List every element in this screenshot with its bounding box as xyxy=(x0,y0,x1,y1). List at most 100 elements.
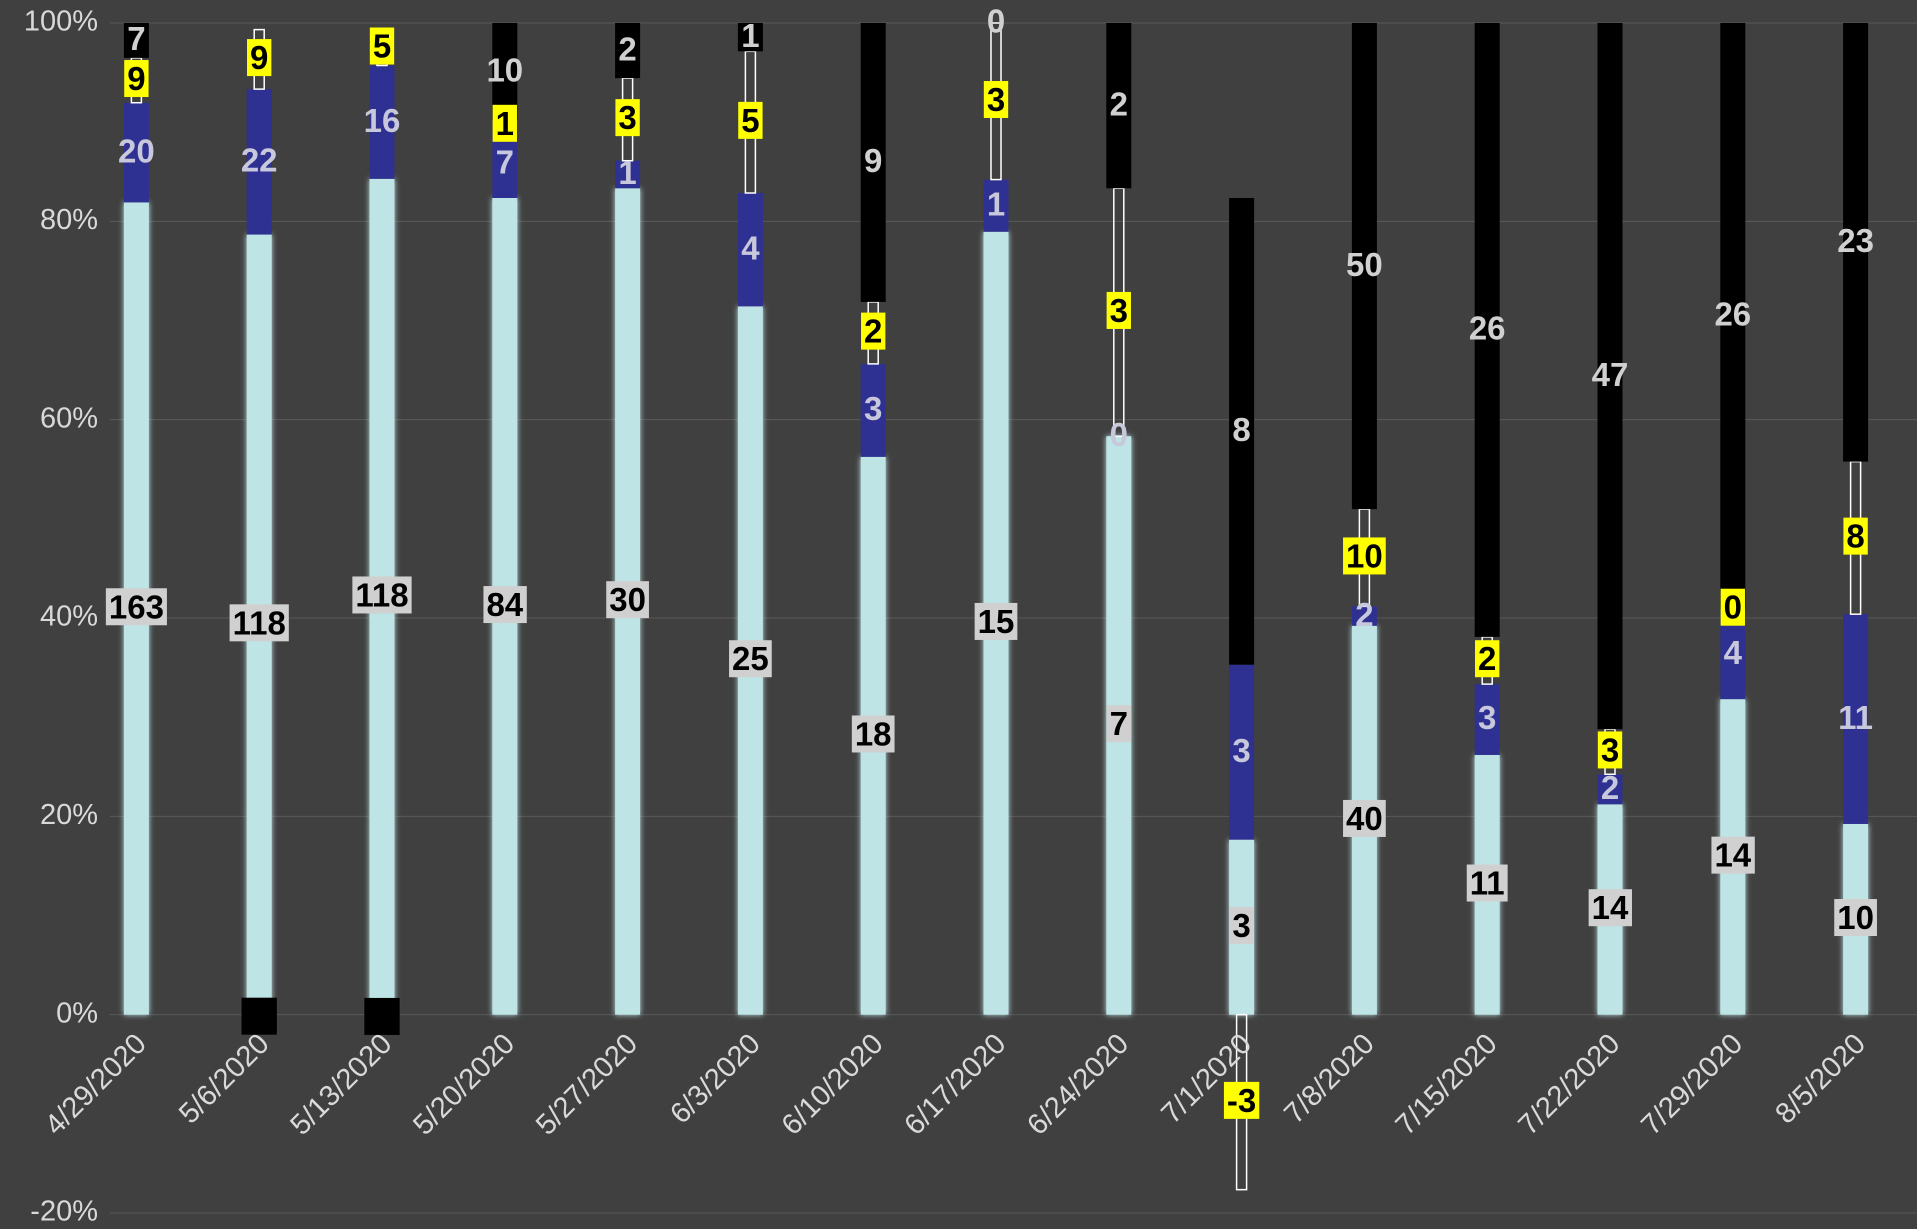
data-label-box xyxy=(1343,537,1386,575)
bar-segment xyxy=(1843,23,1869,462)
data-label-box xyxy=(1834,899,1877,937)
data-label-group: 10 xyxy=(1834,899,1877,937)
x-tick-label: 7/22/2020 xyxy=(1513,1028,1627,1142)
data-label: -1 xyxy=(367,998,396,1035)
data-label-box xyxy=(1223,1081,1260,1119)
data-label-group: -1 xyxy=(364,997,400,1035)
data-label-group: 2 xyxy=(1475,640,1500,678)
data-label-box xyxy=(352,576,412,614)
data-label: 3 xyxy=(1478,699,1496,736)
data-label-group: 3 xyxy=(1229,906,1254,944)
data-label: 3 xyxy=(1110,292,1128,329)
x-tick-label: 5/6/2020 xyxy=(173,1028,275,1130)
bar-segment xyxy=(1474,23,1500,637)
data-label-group: 0 xyxy=(1720,588,1745,626)
data-label-group: 16 xyxy=(364,102,401,139)
data-label-group: 10 xyxy=(1343,537,1386,575)
data-label-group: 8 xyxy=(1843,517,1868,555)
data-label-box xyxy=(1475,640,1500,678)
data-label: 8 xyxy=(1232,411,1250,448)
bar-segment xyxy=(1720,23,1746,609)
data-label: 3 xyxy=(618,99,636,136)
data-label: 7 xyxy=(496,144,514,181)
data-label-group: 10 xyxy=(486,51,523,88)
data-label-group: 3 xyxy=(1232,732,1250,769)
data-label: 15 xyxy=(978,603,1015,640)
data-label-group: 20 xyxy=(118,132,155,169)
y-tick-label: 0% xyxy=(56,997,98,1029)
data-label-group: 3 xyxy=(615,99,640,137)
data-label-group: 163 xyxy=(105,588,167,626)
data-label: 20 xyxy=(118,132,155,169)
data-label-box xyxy=(483,586,527,624)
data-label-group: 118 xyxy=(352,576,412,614)
data-label-box xyxy=(1106,291,1131,329)
data-label: 1 xyxy=(618,154,636,191)
bar-segment xyxy=(369,65,395,179)
data-label: 3 xyxy=(1232,907,1250,944)
data-label: 9 xyxy=(250,39,268,76)
data-label-group: 1 xyxy=(618,154,636,191)
data-label: -3 xyxy=(1227,1082,1256,1119)
data-label-group: 22 xyxy=(241,142,278,179)
data-label-box xyxy=(369,27,395,65)
y-tick-label: -20% xyxy=(30,1196,98,1228)
data-label: 16 xyxy=(364,102,401,139)
data-label-group: 8 xyxy=(1232,411,1250,448)
bar-segment xyxy=(1597,23,1623,730)
data-label: -1 xyxy=(245,998,274,1035)
data-label-box xyxy=(738,101,763,139)
y-tick-label: 60% xyxy=(40,402,98,434)
data-label: 2 xyxy=(1355,596,1373,633)
bar-segment xyxy=(1351,23,1377,510)
data-label: 3 xyxy=(987,81,1005,118)
data-label-group: 2 xyxy=(861,312,886,350)
data-labels: 1632097118229-1118165-184711030132254511… xyxy=(105,3,1877,1119)
data-label: 118 xyxy=(355,576,408,613)
data-label-group: 14 xyxy=(1588,889,1632,927)
bar-segment xyxy=(615,23,641,79)
data-label-box xyxy=(1466,864,1508,902)
data-label-group: 47 xyxy=(1592,356,1629,393)
data-label-group: 0 xyxy=(1110,416,1128,453)
data-label-box xyxy=(247,39,272,77)
data-label-box xyxy=(492,104,517,142)
x-tick-label: 5/27/2020 xyxy=(530,1028,644,1142)
data-label-box xyxy=(1229,906,1254,944)
data-label-group: 1 xyxy=(492,104,517,142)
data-label: 2 xyxy=(864,313,882,350)
data-label-group: 11 xyxy=(1466,864,1508,902)
data-label-group: 1 xyxy=(741,17,759,54)
data-label: 7 xyxy=(127,20,145,57)
data-label-group: 50 xyxy=(1346,246,1383,283)
data-label: 7 xyxy=(1110,705,1128,742)
data-label: 14 xyxy=(1592,889,1629,926)
data-label: 2 xyxy=(618,30,636,67)
bar-segment xyxy=(983,179,1009,232)
data-label: 2 xyxy=(1110,85,1128,122)
data-label: 4 xyxy=(741,229,760,266)
bar-segment xyxy=(492,23,518,121)
x-tick-label: 8/5/2020 xyxy=(1770,1028,1872,1130)
data-label-group: 2 xyxy=(1355,596,1373,633)
data-label-box xyxy=(1711,836,1755,874)
data-label: 10 xyxy=(1837,899,1874,936)
y-tick-label: 80% xyxy=(40,204,98,236)
data-label-group: 40 xyxy=(1343,799,1386,837)
data-label-group: -1 xyxy=(241,997,277,1035)
data-label-group: 4 xyxy=(741,229,760,266)
data-label-box xyxy=(1597,731,1623,769)
data-label-box xyxy=(983,81,1009,119)
data-label-group: 3 xyxy=(1597,731,1623,769)
data-label-box xyxy=(105,588,167,626)
data-label-group: 1 xyxy=(987,185,1005,222)
x-tick-label: 6/3/2020 xyxy=(664,1028,766,1130)
data-label: 10 xyxy=(1346,537,1383,574)
data-label-group: 9 xyxy=(124,60,149,98)
data-label: 84 xyxy=(486,586,523,623)
bar-segment xyxy=(1474,684,1500,755)
data-label-group: 3 xyxy=(1106,291,1131,329)
bar-segment xyxy=(1843,614,1869,824)
data-label: 2 xyxy=(1601,769,1619,806)
bar-segment xyxy=(737,193,763,307)
